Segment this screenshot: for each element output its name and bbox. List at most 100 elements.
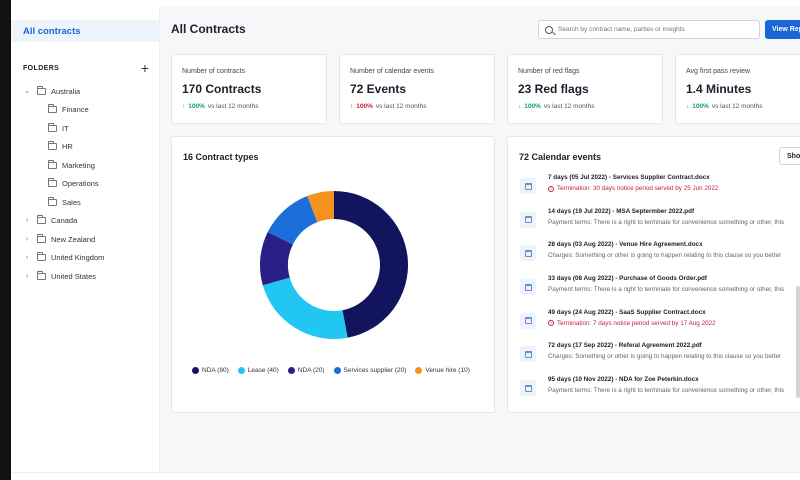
event-detail: ! Termination: 30 days notice period serv… [548, 185, 718, 192]
chevron-right-icon[interactable]: › [25, 272, 29, 280]
chart-legend: NDA (80) Lease (40) NDA (20) Services suppl… [192, 367, 470, 374]
top-strip [11, 0, 800, 6]
folder-icon [48, 141, 57, 151]
event-detail-text: Termination: 30 days notice period serve… [557, 185, 719, 192]
view-report-button[interactable]: View Report [765, 20, 800, 39]
chevron-right-icon[interactable]: › [25, 254, 29, 262]
sidebar-folder-hr[interactable]: HR [11, 138, 159, 157]
calendar-events-title: 72 Calendar events [519, 152, 602, 162]
donut-slice-nda-80[interactable] [334, 191, 409, 338]
sidebar-folder-united-states[interactable]: › United States [11, 267, 159, 286]
event-detail-text: Charges: Something or other is going to … [548, 353, 782, 361]
search-input[interactable] [558, 26, 748, 33]
event-detail-text: Termination: 7 days notice period served… [557, 319, 716, 327]
stat-percent: 100% [188, 103, 205, 110]
stat-percent: 100% [524, 103, 541, 110]
stat-period: vs last 12 months [711, 103, 763, 110]
stat-label: Number of contracts [182, 68, 246, 75]
calendar-icon [520, 312, 536, 329]
folder-icon [37, 233, 46, 243]
sidebar-folder-united-kingdom[interactable]: › United Kingdom [11, 249, 159, 268]
page-title: All Contracts [171, 22, 246, 36]
legend-dot [287, 367, 295, 374]
stat-label: Number of red flags [518, 68, 580, 75]
warning-icon: ! [548, 185, 554, 192]
donut-slice-lease-40[interactable] [262, 277, 348, 339]
sidebar-folder-marketing[interactable]: Marketing [11, 156, 159, 175]
arrow-up-icon: ↑ [182, 103, 186, 110]
calendar-icon [520, 211, 536, 228]
stat-card-review-time: Avg first pass review 1.4 Minutes ↓ 100%… [675, 54, 800, 124]
calendar-icon [520, 380, 536, 397]
folder-icon [37, 85, 46, 95]
folder-label: HR [62, 142, 73, 152]
stat-card-events: Number of calendar events 72 Events ↑ 10… [339, 54, 495, 124]
folder-label: United Kingdom [51, 253, 105, 263]
legend-item-nda-20: NDA (20) [287, 367, 325, 374]
stat-value: 23 Red flags [518, 82, 589, 96]
legend-dot [192, 367, 199, 374]
legend-label: Venue hire (10) [425, 367, 470, 374]
sidebar-folder-australia[interactable]: ⌄ Australia [11, 82, 159, 101]
event-detail: Payment terms: There is a right to termi… [548, 286, 784, 293]
folder-label: New Zealand [51, 234, 96, 244]
sidebar-folder-it[interactable]: IT [11, 119, 159, 138]
chevron-right-icon[interactable]: › [25, 217, 29, 225]
scrollbar[interactable] [796, 286, 800, 398]
folder-label: United States [51, 271, 97, 281]
legend-label: NDA (20) [297, 367, 325, 374]
folder-icon [48, 104, 57, 114]
show-dropdown-button[interactable]: Show [779, 147, 800, 165]
donut-slice-venue-hire-10[interactable] [307, 191, 334, 223]
chevron-right-icon[interactable]: › [25, 235, 29, 243]
sidebar-folder-finance[interactable]: Finance [11, 101, 159, 120]
arrow-up-icon: ↑ [350, 103, 354, 110]
legend-label: Lease (40) [247, 367, 279, 374]
search-box[interactable] [538, 20, 760, 39]
contract-types-donut-chart [260, 191, 409, 339]
stat-trend: ↑ 100% vs last 12 months [182, 103, 258, 110]
folder-icon [48, 178, 57, 188]
folder-label: Marketing [62, 160, 95, 170]
sidebar-folder-operations[interactable]: Operations [11, 175, 159, 194]
stat-trend: ↑ 100% vs last 12 months [350, 103, 426, 110]
event-detail: Payment terms: There is a right to termi… [548, 219, 784, 226]
folder-icon [48, 196, 57, 206]
calendar-icon [520, 178, 536, 194]
arrow-down-icon: ↓ [518, 103, 522, 110]
stat-trend: ↓ 100% vs last 12 months [686, 103, 762, 110]
stat-percent: 100% [692, 103, 709, 110]
event-detail-text: Payment terms: There is a right to termi… [548, 218, 785, 226]
legend-dot [415, 367, 423, 374]
calendar-icon [520, 245, 536, 262]
event-title: 49 days (24 Aug 2022) - SaaS Supplier Co… [548, 308, 706, 316]
calendar-icon [520, 346, 536, 363]
event-detail-text: Charges: Something or other is going to … [548, 252, 782, 260]
folder-label: Operations [62, 179, 99, 189]
folder-icon [37, 252, 46, 262]
legend-label: NDA (80) [202, 367, 229, 374]
sidebar: All contracts FOLDERS + ⌄ Australia Financ… [11, 6, 160, 472]
event-detail-text: Payment terms: There is a right to termi… [548, 387, 785, 395]
stat-value: 72 Events [350, 82, 407, 96]
stat-card-red-flags: Number of red flags 23 Red flags ↓ 100% … [507, 54, 663, 124]
sidebar-folder-sales[interactable]: Sales [11, 193, 159, 212]
sidebar-folder-canada[interactable]: › Canada [11, 212, 159, 231]
event-title: 14 days (19 Jul 2022) - MSA Septermber 2… [548, 207, 695, 215]
donut-slice-nda-20[interactable] [260, 232, 293, 286]
chevron-down-icon[interactable]: ⌄ [24, 88, 30, 96]
donut-slice-services-supplier-20[interactable] [267, 195, 318, 245]
warning-icon: ! [548, 320, 554, 327]
legend-item-venue-hire-10: Venue hire (10) [415, 367, 470, 374]
add-folder-icon[interactable]: + [140, 60, 149, 76]
stat-trend: ↓ 100% vs last 12 months [518, 103, 594, 110]
stat-label: Avg first pass review [686, 68, 751, 75]
calendar-icon [520, 279, 536, 296]
stat-percent: 100% [356, 103, 373, 110]
legend-label: Services supplier (20) [343, 367, 407, 374]
sidebar-folder-new-zealand[interactable]: › New Zealand [11, 230, 159, 249]
event-detail: Payment terms: There is a right to termi… [548, 387, 784, 394]
sidebar-item-all-contracts[interactable]: All contracts [11, 20, 159, 42]
arrow-down-icon: ↓ [686, 103, 690, 110]
event-title: 28 days (03 Aug 2022) - Venue Hire Agree… [548, 241, 703, 249]
